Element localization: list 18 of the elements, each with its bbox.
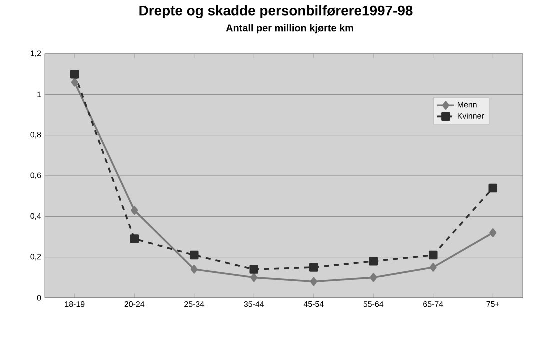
point bbox=[369, 257, 378, 266]
point bbox=[130, 234, 140, 244]
point bbox=[190, 265, 198, 274]
point bbox=[71, 78, 78, 87]
point bbox=[250, 265, 259, 274]
point bbox=[131, 206, 138, 215]
point bbox=[430, 263, 437, 272]
point bbox=[70, 70, 80, 79]
point bbox=[309, 263, 318, 272]
point bbox=[370, 273, 378, 282]
point bbox=[490, 228, 497, 238]
point bbox=[488, 184, 498, 193]
point bbox=[310, 277, 318, 286]
chart-subtitle: Antall per million kjørte km bbox=[226, 24, 354, 34]
point bbox=[428, 250, 438, 260]
point bbox=[190, 250, 199, 260]
chart-title: Drepte og skadde personbilførere1997-98 bbox=[140, 5, 413, 19]
point bbox=[250, 273, 258, 282]
